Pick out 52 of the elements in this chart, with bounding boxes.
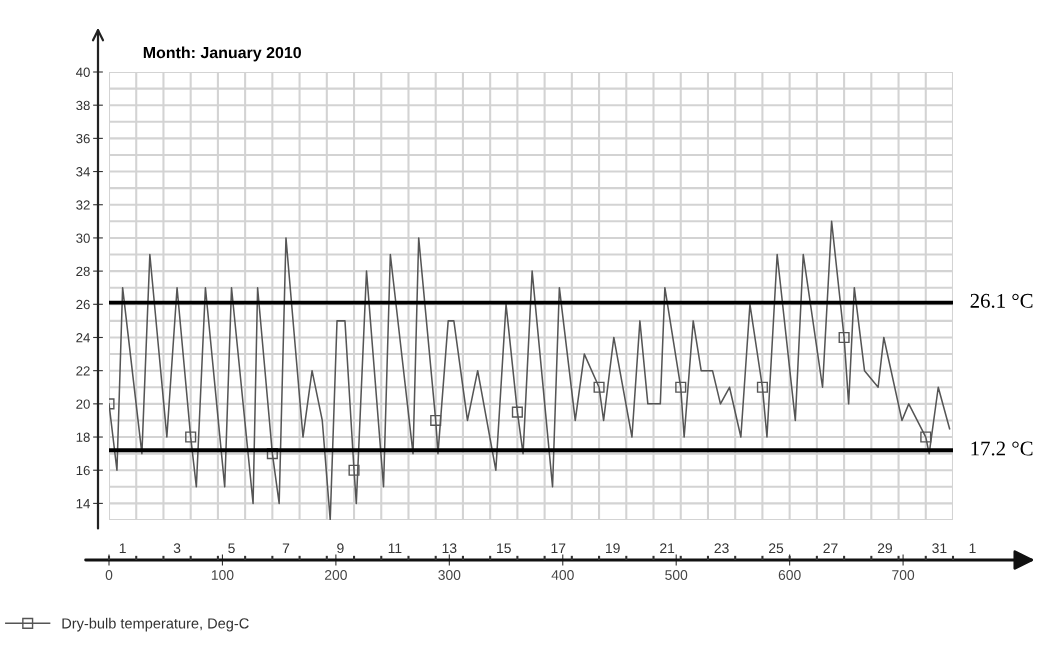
x2-tick-label: 27 xyxy=(823,543,838,553)
x2-tick-label: 1 xyxy=(119,543,126,553)
chart-title: Month: January 2010 xyxy=(143,46,301,62)
y-tick-label: 26 xyxy=(76,299,90,310)
x2-tick-label: 17 xyxy=(551,543,566,553)
x-tick-label: 0 xyxy=(105,570,113,580)
y-tick-label: 32 xyxy=(76,200,90,210)
x-tick-label: 700 xyxy=(892,570,915,580)
y-tick-label: 38 xyxy=(76,100,90,111)
y-tick-label: 34 xyxy=(76,167,90,177)
point xyxy=(185,431,197,443)
x-tick-label: 600 xyxy=(778,570,801,580)
x-tick-label: 500 xyxy=(665,570,688,580)
x2-tick-label: 13 xyxy=(442,543,457,554)
y-tick-label: 22 xyxy=(76,366,90,376)
y-tick-label: 20 xyxy=(76,399,90,409)
x2-tick-label: 31 xyxy=(932,543,947,554)
point xyxy=(756,381,768,393)
y-tick-label: 18 xyxy=(76,432,90,442)
x2-tick-label: 5 xyxy=(228,543,235,554)
x2-tick-label: 29 xyxy=(877,543,892,554)
text: 1 xyxy=(969,543,976,553)
x-tick-label: 300 xyxy=(438,570,461,580)
x2-tick-label: 23 xyxy=(714,543,729,554)
x-tick-label: 100 xyxy=(211,570,234,580)
point xyxy=(511,406,523,418)
point xyxy=(430,414,442,427)
x2-tick-label: 21 xyxy=(660,543,675,553)
x2-tick-label: 7 xyxy=(282,543,290,553)
y-tick-label: 30 xyxy=(76,233,90,243)
x-tick-label: 200 xyxy=(325,570,347,580)
ref-line-label: 17.2 °C xyxy=(971,441,1033,456)
y-tick-label: 16 xyxy=(76,465,90,476)
point xyxy=(838,331,850,344)
x2-tick-label: 11 xyxy=(388,543,402,553)
x2-tick-label: 9 xyxy=(337,543,344,554)
y-tick-label: 14 xyxy=(76,499,90,509)
y-tick-label: 24 xyxy=(76,333,90,343)
y-tick-label: 40 xyxy=(75,67,90,77)
x2-tick-label: 15 xyxy=(497,543,511,554)
point xyxy=(920,431,932,443)
y-tick-label: 36 xyxy=(76,133,90,144)
y-tick-label: 28 xyxy=(76,266,90,277)
legend-label: Dry-bulb temperature, Deg-C xyxy=(62,617,249,632)
point xyxy=(675,381,687,393)
x2-tick-label: 3 xyxy=(173,543,181,554)
ref-line-label: 26.1 °C xyxy=(970,293,1033,308)
point xyxy=(593,381,605,393)
x2-tick-label: 19 xyxy=(606,543,620,554)
x-tick-label: 400 xyxy=(551,570,574,580)
point xyxy=(348,464,360,476)
x2-tick-label: 25 xyxy=(769,543,784,554)
